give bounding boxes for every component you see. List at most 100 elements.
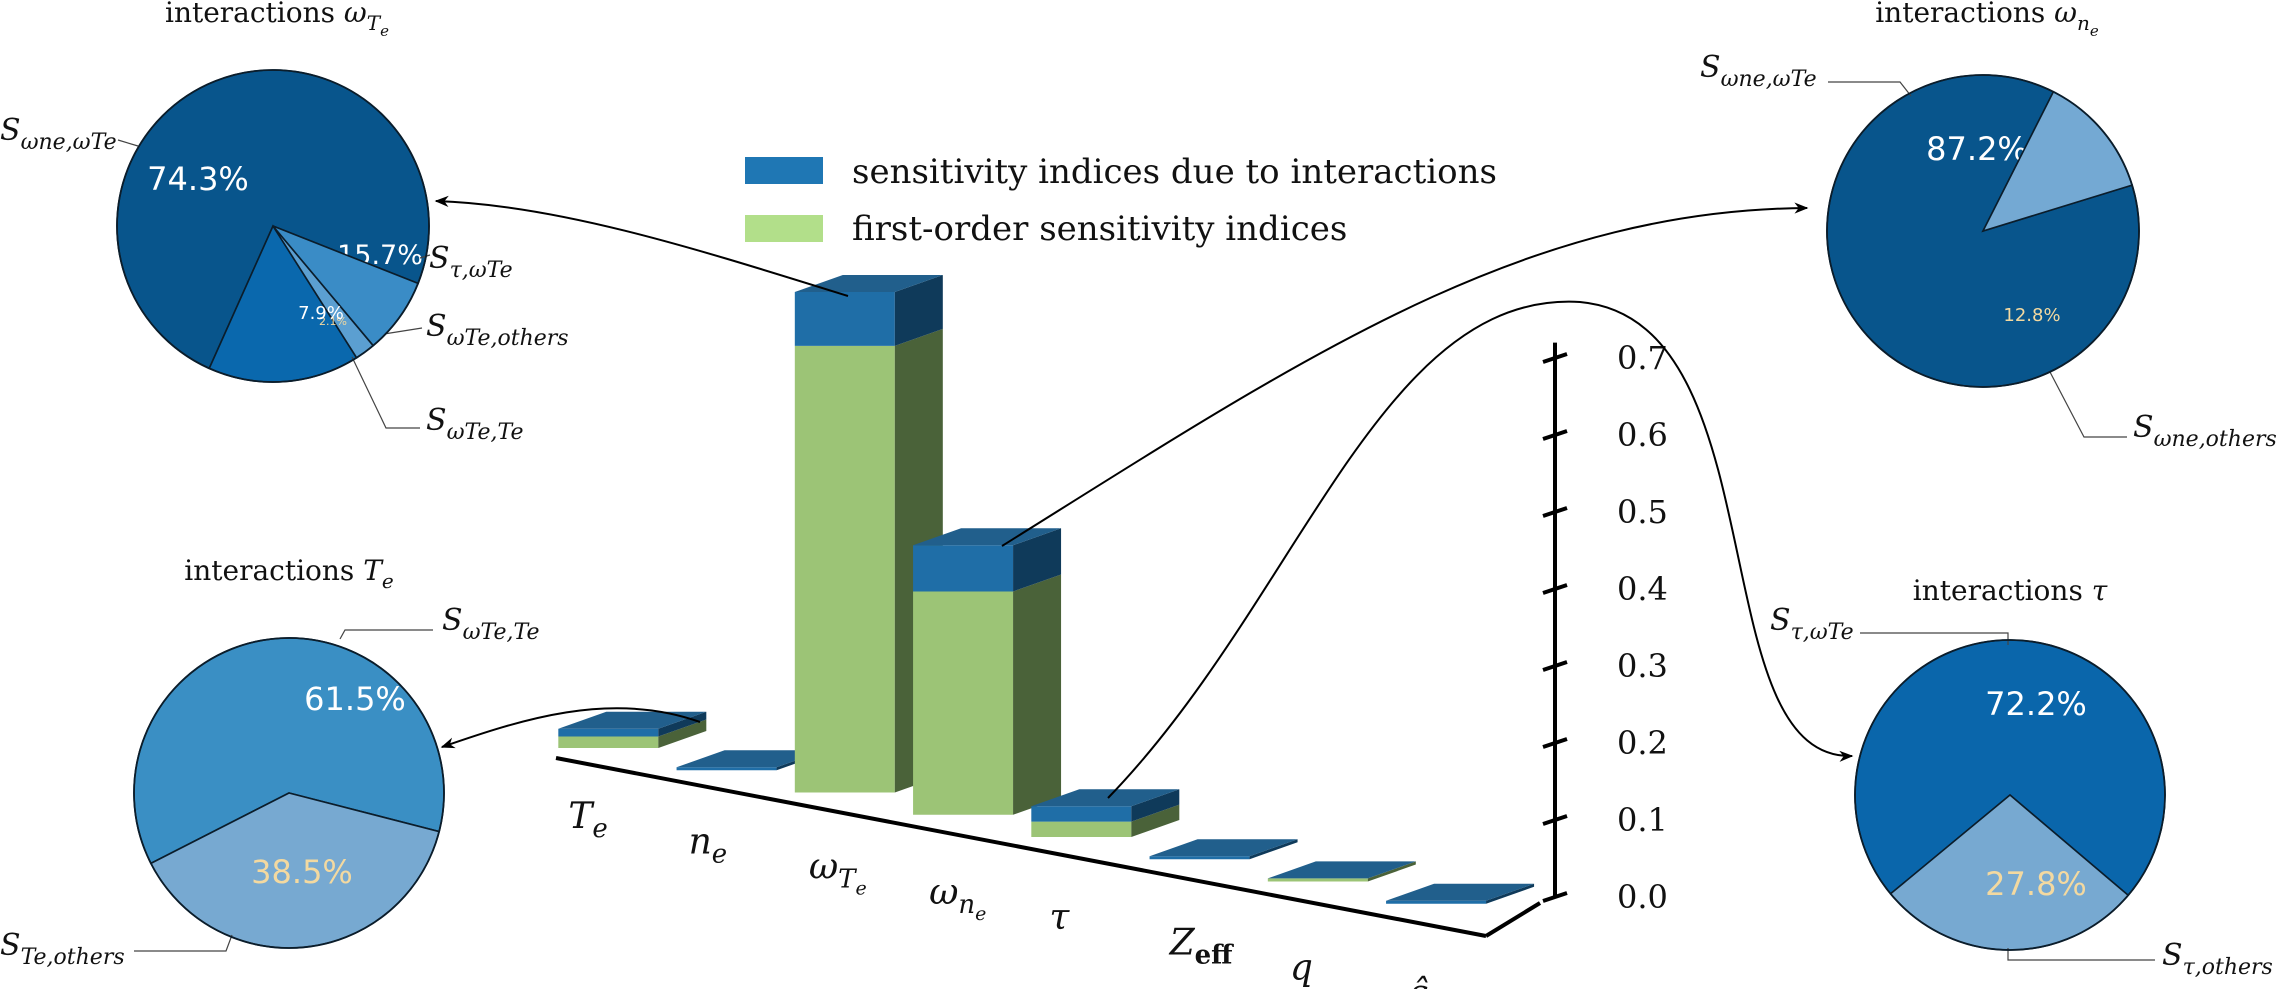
pie-outline	[116, 69, 430, 383]
legend: sensitivity indices due to interactions …	[745, 152, 1497, 249]
y-tick-mark	[1542, 352, 1568, 364]
arrow-Te-to-pie	[440, 707, 701, 749]
pie-label-leader	[134, 934, 233, 952]
bar-top	[558, 711, 707, 729]
connector-arrows	[434, 195, 1854, 799]
pie-outline	[133, 637, 445, 949]
bar-front-interaction	[1386, 900, 1487, 904]
bar-side-interaction	[1013, 528, 1062, 592]
pie-slice-label: Sωne,ωTe	[0, 113, 117, 155]
pie-label-leader	[2007, 948, 2155, 961]
bar-top	[1267, 861, 1416, 879]
pie-title: interactions ωTe	[165, 0, 389, 40]
bar-side-interaction	[1249, 839, 1298, 860]
bar-side-first-order	[1013, 574, 1062, 815]
bar-side-interaction	[1486, 883, 1535, 904]
x-axis-line	[555, 756, 1487, 938]
bar-Zeff	[1149, 839, 1298, 860]
pie-slice-percent: 27.8%	[1985, 865, 2087, 903]
pie-slice-percent: 38.5%	[251, 853, 353, 891]
pie-slice-percent: 87.2%	[1926, 130, 2028, 168]
bar-front-interaction	[1149, 856, 1250, 860]
arrow-tau-to-pie	[1107, 300, 1854, 799]
pie-slice-label: Sωne,others	[2133, 410, 2277, 452]
pie-slice-label: STe,others	[0, 928, 125, 970]
category-label: Te	[568, 796, 607, 844]
y-tick-mark	[1542, 429, 1568, 441]
bar-side-interaction	[894, 275, 943, 346]
category-label: τ	[1049, 897, 1070, 938]
bar-q	[1267, 861, 1416, 882]
y-tick-label: 0.0	[1617, 878, 1668, 916]
y-tick-mark	[1542, 660, 1568, 672]
pie-slice-percent: 61.5%	[304, 680, 406, 718]
legend-label-interactions: sensitivity indices due to interactions	[852, 152, 1497, 192]
y-tick-label: 0.5	[1617, 493, 1668, 531]
pie-title: interactions ωne	[1875, 0, 2099, 40]
bar-ŝ	[1386, 883, 1535, 904]
legend-label-first-order: first-order sensitivity indices	[852, 209, 1347, 249]
pie-outline	[1826, 74, 2140, 388]
legend-swatch-interactions	[745, 157, 823, 184]
pie-chart: 61.5% SωTe,Te 38.5% STe,others interactions …	[0, 554, 539, 970]
pie-slice-label: SωTe,others	[426, 309, 569, 351]
y-tick-mark	[1542, 814, 1568, 826]
y-tick-label: 0.1	[1617, 801, 1668, 839]
bar-front-first-order	[1031, 821, 1132, 838]
bar-ωne	[913, 528, 1062, 815]
legend-swatch-first-order	[745, 215, 823, 242]
category-label: Zeff	[1169, 922, 1235, 970]
bar-front-interaction	[558, 728, 659, 737]
pie-slice-percent: 12.8%	[2003, 305, 2060, 326]
pie-outline	[1854, 639, 2166, 951]
bar-front-first-order	[558, 736, 659, 749]
pie-label-leader	[1828, 81, 1912, 97]
y-tick-label: 0.7	[1617, 339, 1668, 377]
y-tick-label: 0.3	[1617, 647, 1668, 685]
bar-top	[1386, 883, 1535, 901]
pie-label-leader	[383, 327, 423, 335]
category-label: ŝ	[1410, 973, 1428, 989]
pie-slice-label: Sωne,ωTe	[1700, 50, 1817, 92]
pie-title: interactions τ	[1913, 574, 2108, 607]
bar-chart-bars	[558, 275, 1535, 904]
pie-label-leader	[419, 254, 431, 259]
bar-Te	[558, 711, 707, 749]
bar-side-first-order	[658, 719, 707, 749]
bar-front-interaction	[794, 292, 895, 346]
bar-front-interaction	[1031, 806, 1132, 822]
y-tick-mark	[1542, 583, 1568, 595]
bar-side-first-order	[1131, 804, 1180, 838]
arrow-omega-ne-to-pie	[1001, 202, 1809, 547]
pie-slice-label: SωTe,Te	[442, 603, 539, 645]
category-label: ωTe	[809, 847, 867, 900]
bar-front-first-order	[794, 345, 895, 793]
y-tick-label: 0.2	[1617, 724, 1668, 762]
bar-side-first-order	[1367, 861, 1416, 882]
pie-label-leader	[1860, 632, 2009, 645]
bar-front-interaction	[913, 545, 1014, 592]
bar-front-first-order	[913, 591, 1014, 815]
bar-τ	[1031, 789, 1180, 838]
pie-slice-label: Sτ,ωTe	[429, 241, 513, 283]
bar-side-interaction	[658, 711, 707, 737]
bar-front-interaction	[676, 767, 777, 771]
bar-top	[794, 275, 943, 293]
y-tick-label: 0.6	[1617, 416, 1668, 454]
pie-chart: 87.2% Sωne,ωTe 12.8% Sωne,others interaction…	[1700, 0, 2277, 452]
pie-chart: 72.2% Sτ,ωTe 27.8% Sτ,others interactions τ	[1770, 574, 2273, 980]
category-label: ne	[689, 821, 728, 869]
y-tick-mark	[1542, 506, 1568, 518]
bar-chart-axes: 0.0 0.1 0.2 0.3 0.4 0.5 0.6 0.7	[555, 339, 1668, 938]
category-label: ωne	[929, 872, 986, 925]
y-tick-label: 0.4	[1617, 570, 1668, 608]
pie-label-leader	[339, 629, 433, 640]
arrow-omega-Te-to-pie	[434, 195, 849, 297]
pie-slice-label: Sτ,ωTe	[1770, 603, 1854, 645]
pie-slice-percent: 72.2%	[1985, 685, 2087, 723]
pie-title: interactions Te	[184, 554, 393, 593]
y-tick-mark	[1542, 737, 1568, 749]
